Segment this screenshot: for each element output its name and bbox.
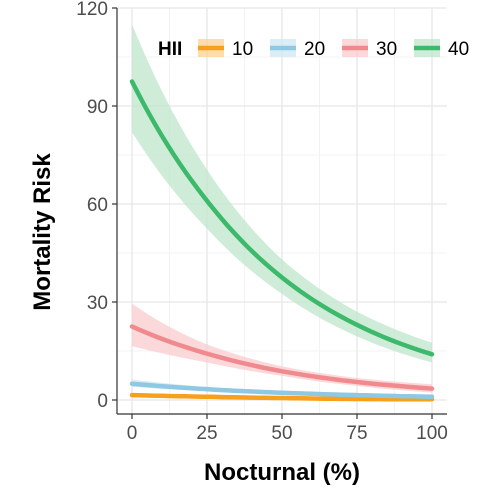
y-tick-label: 60 <box>87 195 108 216</box>
x-tick-label: 25 <box>196 423 217 444</box>
legend-title: HII <box>158 39 182 60</box>
y-tick-label: 30 <box>87 293 108 314</box>
line-hii-20 <box>129 381 435 399</box>
line-hii-40 <box>129 79 435 357</box>
series-lines <box>129 79 435 402</box>
x-axis-ticks: 0 25 50 75 100 <box>127 414 448 444</box>
x-tick-label: 0 <box>127 423 138 444</box>
y-tick-label: 0 <box>97 391 108 412</box>
legend-label: 30 <box>376 39 397 60</box>
y-axis-title: Mortality Risk <box>29 153 56 311</box>
legend-label: 20 <box>304 39 325 60</box>
legend: HII 10 20 30 40 <box>158 39 469 60</box>
y-tick-label: 90 <box>87 97 108 118</box>
x-tick-label: 75 <box>346 423 367 444</box>
band-hii-40 <box>132 24 432 363</box>
line-hii-10 <box>129 392 435 402</box>
line-hii-30 <box>129 324 435 391</box>
legend-label: 40 <box>448 39 469 60</box>
y-axis-ticks: 0 30 60 90 120 <box>76 0 117 412</box>
x-tick-label: 50 <box>271 423 292 444</box>
x-tick-label: 100 <box>416 423 448 444</box>
y-tick-label: 120 <box>76 0 108 20</box>
legend-label: 10 <box>232 39 253 60</box>
x-axis-title: Nocturnal (%) <box>204 459 360 486</box>
